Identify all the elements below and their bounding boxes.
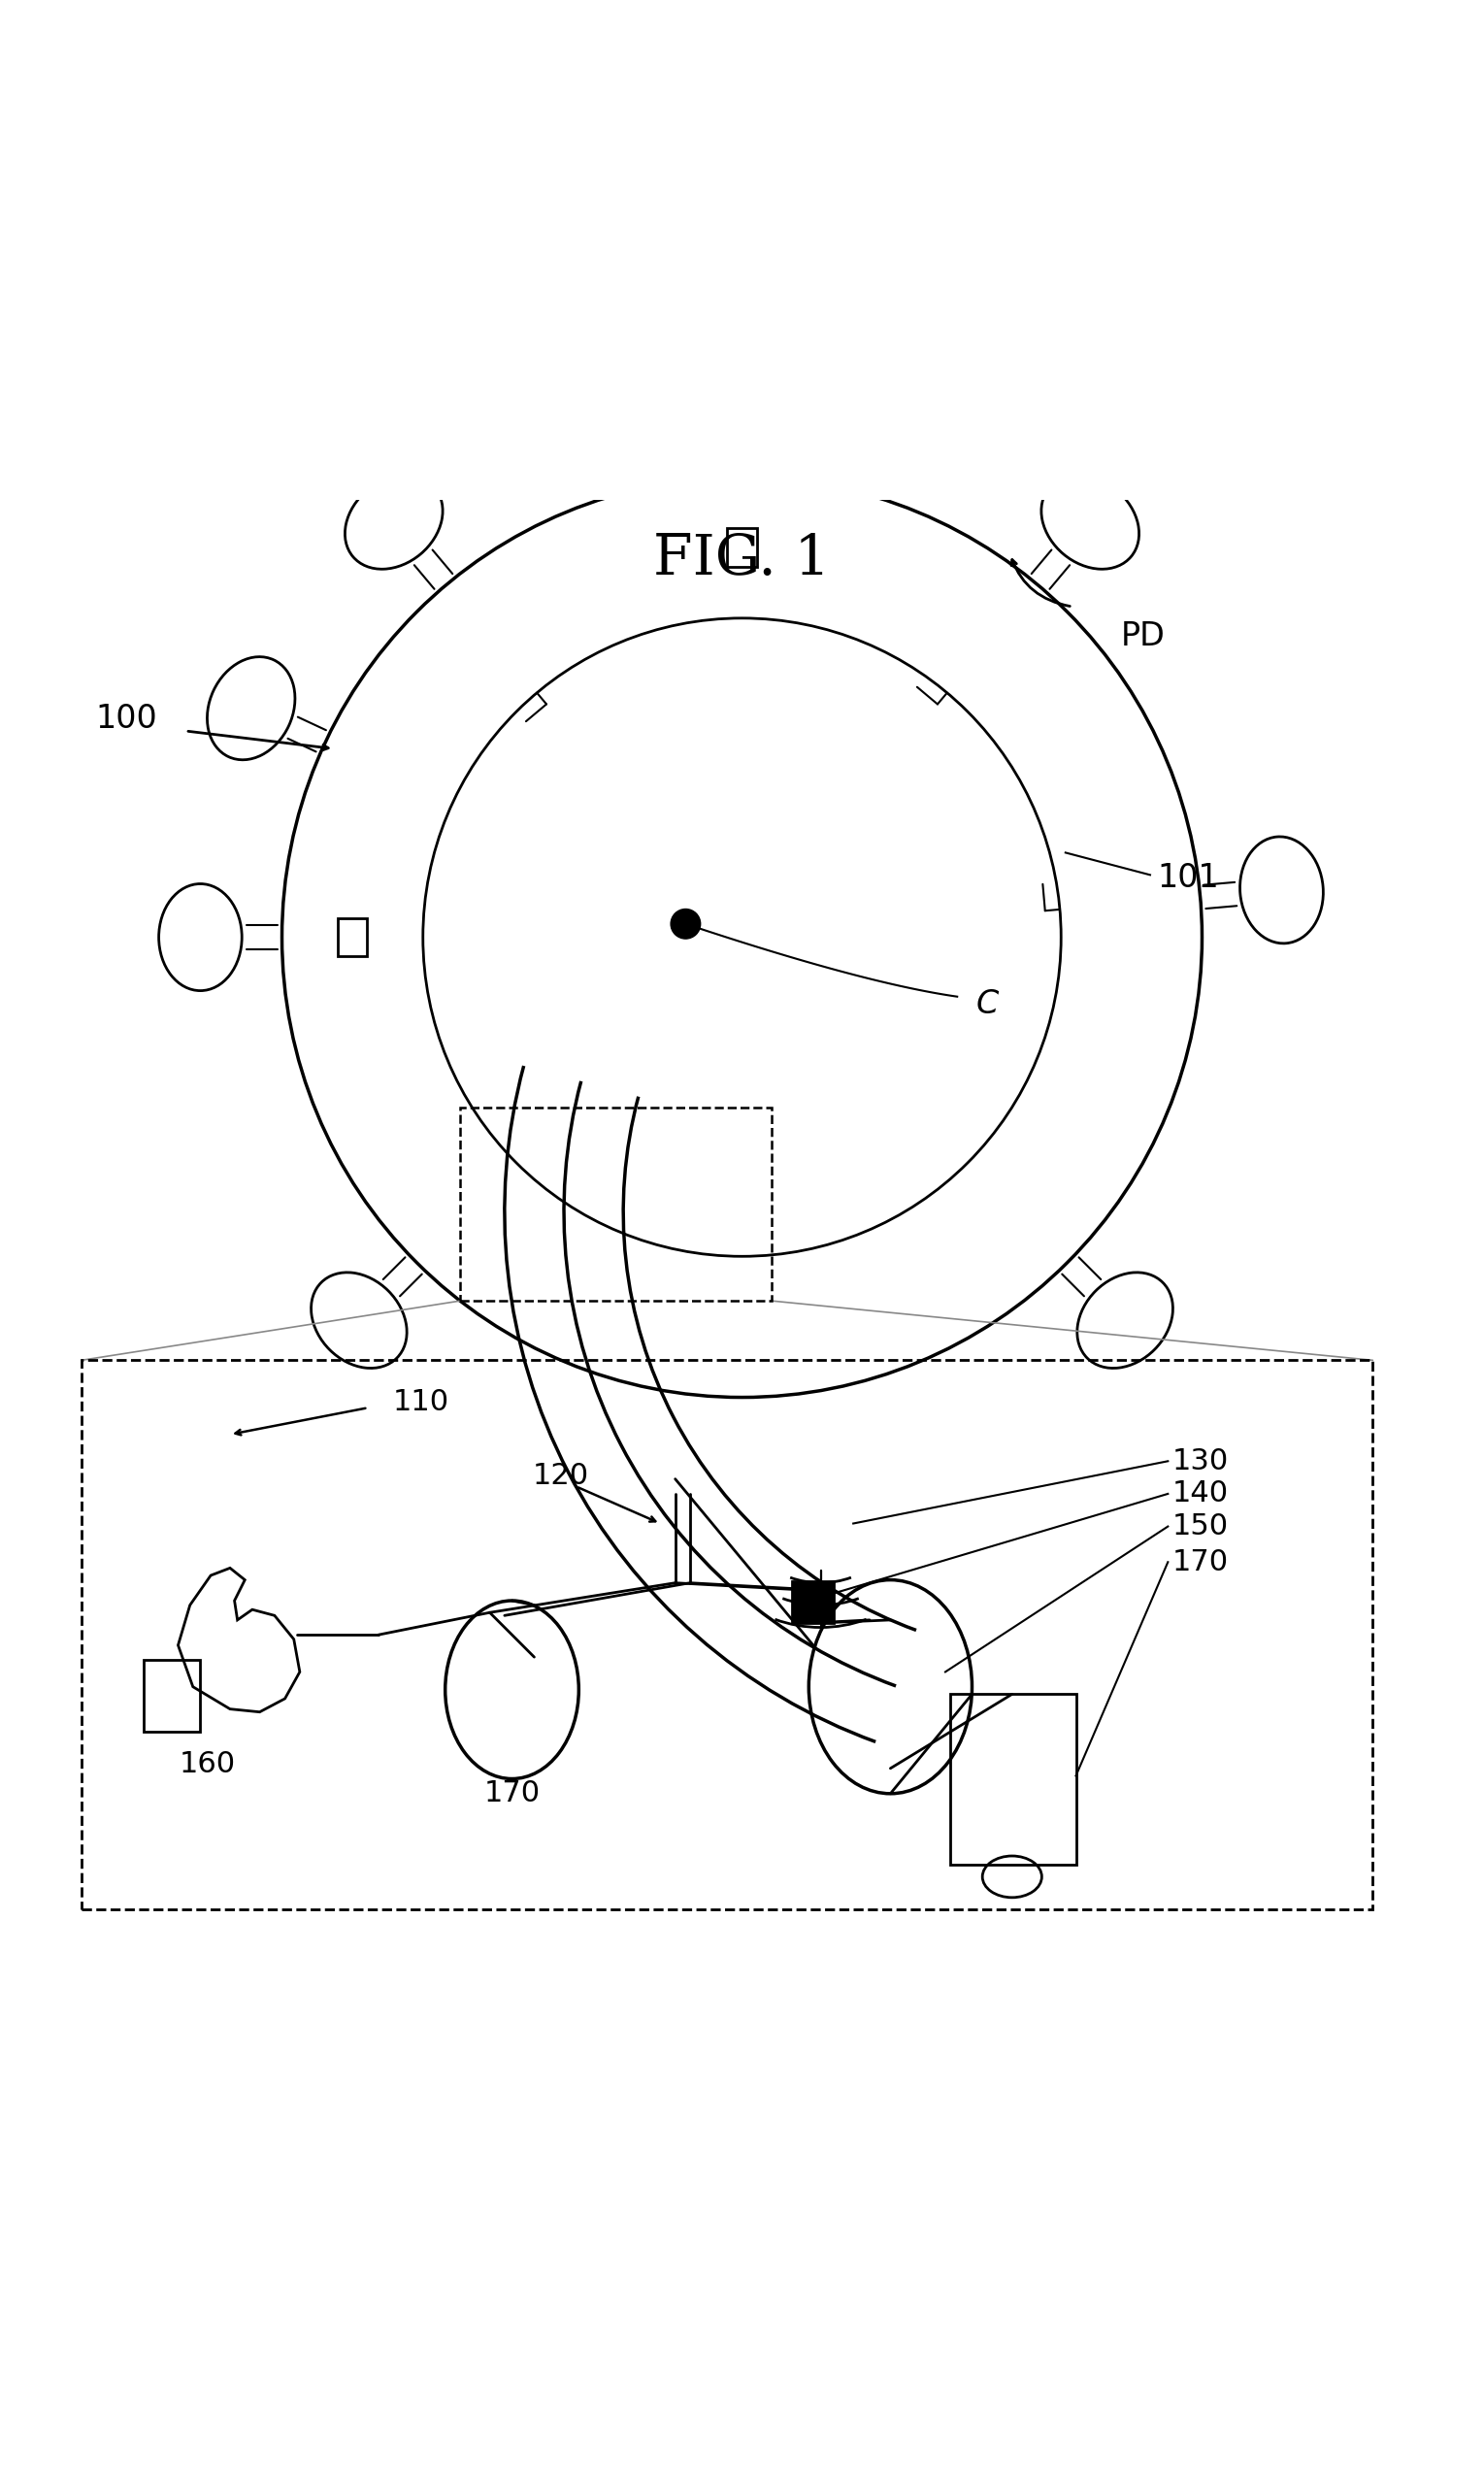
Circle shape — [671, 909, 700, 939]
Text: 120: 120 — [533, 1462, 589, 1490]
Bar — [460, 1107, 772, 1301]
Text: 170: 170 — [1172, 1547, 1229, 1577]
Bar — [727, 529, 757, 566]
Text: 170: 170 — [484, 1780, 540, 1808]
Bar — [82, 1361, 1373, 1909]
Bar — [792, 1582, 834, 1624]
Bar — [337, 919, 367, 956]
Text: 101: 101 — [1158, 862, 1220, 894]
Text: 100: 100 — [95, 703, 157, 735]
Text: PD: PD — [1120, 621, 1165, 653]
Text: 110: 110 — [393, 1388, 450, 1415]
Bar — [144, 1661, 200, 1731]
Text: C: C — [975, 988, 999, 1021]
Text: 130: 130 — [1172, 1448, 1229, 1475]
Text: 150: 150 — [1172, 1512, 1229, 1539]
Text: FIG. 1: FIG. 1 — [653, 531, 831, 586]
Text: 160: 160 — [180, 1751, 236, 1778]
Bar — [950, 1693, 1076, 1865]
Text: 140: 140 — [1172, 1480, 1229, 1507]
